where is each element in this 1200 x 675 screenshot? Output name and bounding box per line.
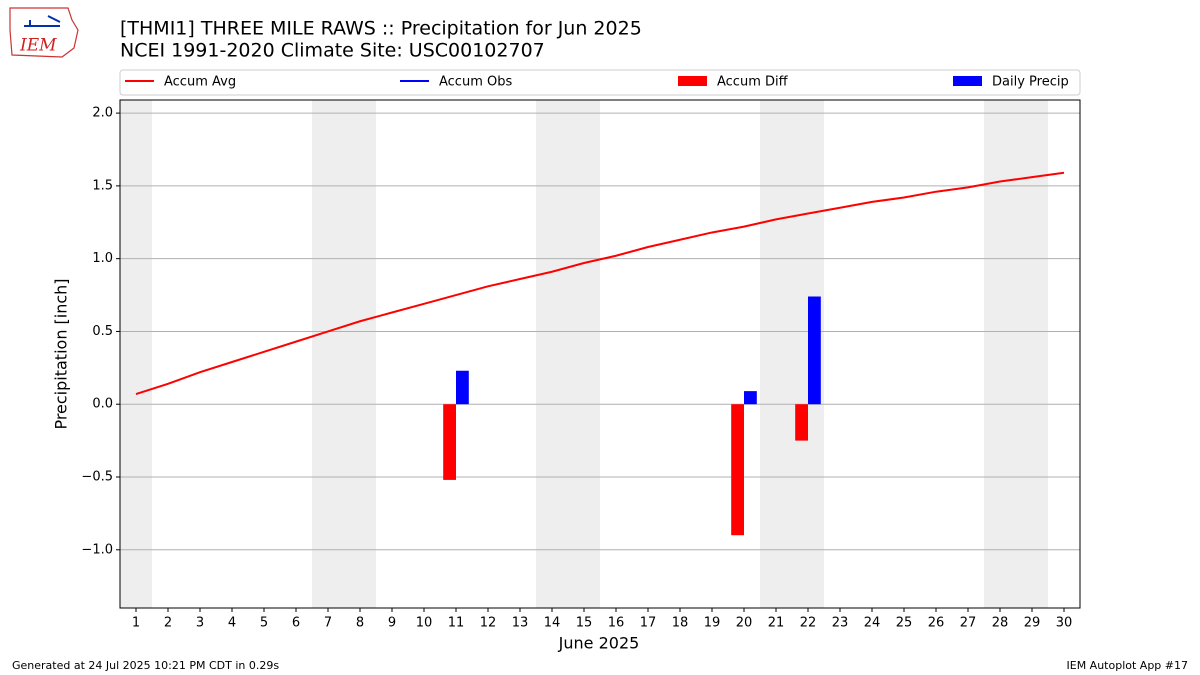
x-tick-label: 23 xyxy=(832,616,849,631)
x-tick-label: 21 xyxy=(768,616,785,631)
x-tick-label: 11 xyxy=(448,616,465,631)
x-tick-label: 16 xyxy=(608,616,625,631)
legend-swatch xyxy=(953,76,982,86)
weekend-shade xyxy=(120,100,152,608)
logo: IEM xyxy=(9,7,79,58)
x-tick-label: 19 xyxy=(704,616,721,631)
legend-box xyxy=(119,69,1081,96)
y-tick-label: −1.0 xyxy=(81,542,113,557)
bar xyxy=(456,370,469,405)
x-tick-label: 26 xyxy=(928,616,945,631)
plot-frame xyxy=(119,99,1081,609)
logo-icon xyxy=(24,15,61,27)
bar xyxy=(808,296,821,405)
x-tick-label: 20 xyxy=(736,616,753,631)
x-tick-label: 12 xyxy=(480,616,497,631)
x-tick-label: 9 xyxy=(388,616,396,631)
y-tick-label: 1.0 xyxy=(92,251,113,266)
x-tick-label: 29 xyxy=(1024,616,1041,631)
weekend-shade xyxy=(1016,100,1048,608)
chart-title: [THMI1] THREE MILE RAWS :: Precipitation… xyxy=(120,18,642,40)
legend-label: Daily Precip xyxy=(992,75,1069,90)
footer-right: IEM Autoplot App #17 xyxy=(1067,659,1189,672)
bar xyxy=(443,404,456,480)
x-tick-label: 24 xyxy=(864,616,881,631)
weekend-shade xyxy=(760,100,792,608)
x-tick-label: 5 xyxy=(260,616,268,631)
x-tick-label: 3 xyxy=(196,616,204,631)
weekend-shade xyxy=(568,100,600,608)
bar xyxy=(731,404,744,536)
x-tick-label: 6 xyxy=(292,616,300,631)
x-tick-label: 18 xyxy=(672,616,689,631)
y-tick-label: −0.5 xyxy=(81,469,113,484)
line-series xyxy=(135,171,1065,395)
x-tick-label: 17 xyxy=(640,616,657,631)
x-tick-label: 30 xyxy=(1056,616,1073,631)
weekend-shade xyxy=(984,100,1016,608)
weekend-shade xyxy=(344,100,376,608)
x-tick-label: 28 xyxy=(992,616,1009,631)
weekend-shade xyxy=(312,100,344,608)
bar xyxy=(795,404,808,441)
x-tick-label: 14 xyxy=(544,616,561,631)
legend-label: Accum Obs xyxy=(439,75,512,90)
chart-subtitle: NCEI 1991-2020 Climate Site: USC00102707 xyxy=(120,40,545,62)
x-tick-label: 10 xyxy=(416,616,433,631)
x-tick-label: 4 xyxy=(228,616,236,631)
weekend-shade xyxy=(536,100,568,608)
x-axis-label: June 2025 xyxy=(558,634,640,653)
x-tick-label: 15 xyxy=(576,616,593,631)
x-tick-label: 22 xyxy=(800,616,817,631)
legend-label: Accum Avg xyxy=(164,75,236,90)
x-tick-label: 2 xyxy=(164,616,172,631)
y-tick-label: 2.0 xyxy=(92,106,113,121)
legend-label: Accum Diff xyxy=(717,75,789,90)
y-tick-label: 0.0 xyxy=(92,397,113,412)
footer-left: Generated at 24 Jul 2025 10:21 PM CDT in… xyxy=(12,659,279,672)
bar xyxy=(744,391,757,405)
y-axis-label: Precipitation [inch] xyxy=(52,278,71,429)
y-tick-label: 1.5 xyxy=(92,178,113,193)
logo-text: IEM xyxy=(19,36,57,56)
x-tick-label: 25 xyxy=(896,616,913,631)
x-tick-label: 7 xyxy=(324,616,332,631)
logo-outline xyxy=(9,7,79,58)
x-tick-label: 1 xyxy=(132,616,140,631)
y-tick-label: 0.5 xyxy=(92,324,113,339)
x-tick-label: 8 xyxy=(356,616,364,631)
x-tick-label: 13 xyxy=(512,616,529,631)
x-tick-label: 27 xyxy=(960,616,977,631)
legend-swatch xyxy=(678,76,707,86)
